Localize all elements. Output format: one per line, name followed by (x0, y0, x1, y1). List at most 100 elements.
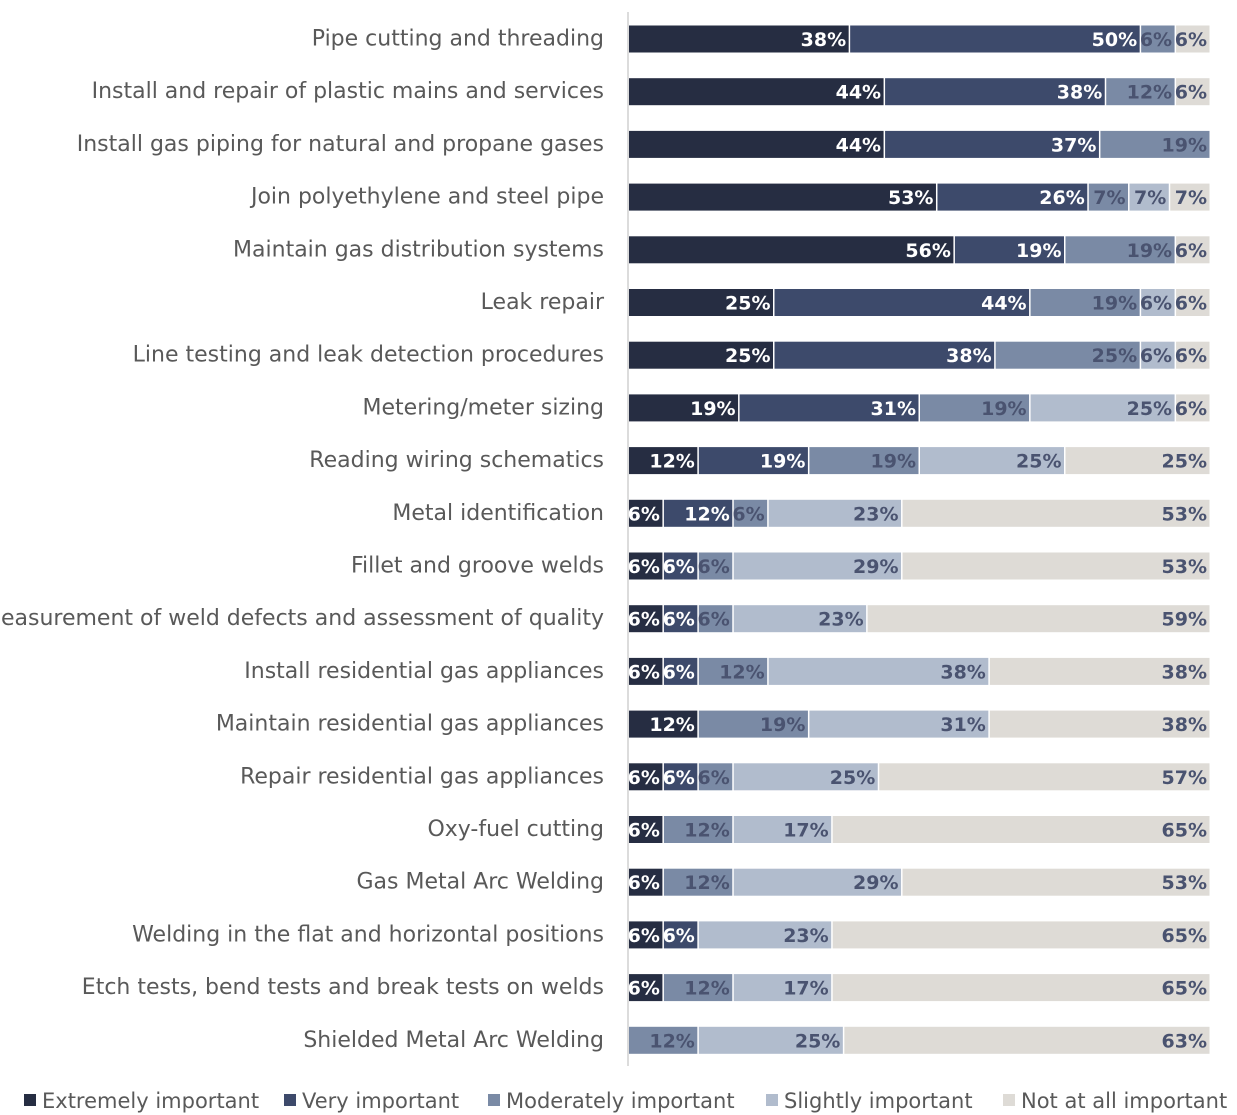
data-label: 26% (1039, 187, 1084, 209)
bar-segment (920, 394, 1030, 422)
data-label: 25% (725, 293, 770, 315)
value-labels: 38% 50% 6% 6%44% 38% 12% 6%44% 37% 19%53% 26% 7% 7%… (628, 29, 1207, 1052)
data-label: 38% (946, 345, 991, 367)
data-label: 19% (871, 451, 916, 473)
data-label: 7% (1093, 187, 1125, 209)
bar-segment (629, 763, 663, 791)
data-label: 12% (684, 820, 729, 842)
bar-segment (698, 447, 808, 475)
category-label: Install and repair of plastic mains and … (92, 79, 604, 104)
bar-segment (902, 499, 1210, 527)
data-label: 6% (732, 503, 764, 525)
bar-segment (832, 816, 1210, 843)
bar-segment (832, 921, 1210, 949)
category-label: Etch tests, bend tests and break tests o… (82, 975, 604, 1000)
category-label: Oxy-fuel cutting (427, 817, 604, 842)
data-label: 25% (1016, 451, 1061, 473)
legend-swatch (488, 1094, 500, 1106)
data-label: 12% (684, 872, 729, 894)
data-label: 31% (871, 398, 916, 420)
bar-segment (920, 447, 1064, 475)
bar-segment (902, 868, 1210, 896)
bar-segment (1065, 236, 1175, 264)
bar-segment (739, 394, 919, 422)
category-label: Gas Metal Arc Welding (356, 870, 604, 895)
category-label: Repair residential gas appliances (240, 764, 604, 789)
bar-segment (629, 394, 739, 422)
bar-segment (733, 763, 878, 791)
data-label: 6% (628, 556, 660, 578)
legend-label: Slightly important (784, 1089, 973, 1113)
data-label: 12% (684, 978, 729, 1000)
legend-swatch (24, 1094, 36, 1106)
bar-segment (698, 552, 733, 580)
data-label: 12% (649, 451, 694, 473)
data-label: 65% (1162, 925, 1207, 947)
data-label: 6% (628, 925, 660, 947)
bar-segment (1176, 236, 1210, 264)
bar-segment (698, 1026, 843, 1054)
data-label: 6% (1140, 293, 1172, 315)
bar-segment (1129, 183, 1169, 211)
category-label: Metal identification (392, 501, 604, 526)
data-label: 31% (940, 714, 985, 736)
category-label: Metering/meter sizing (363, 395, 604, 420)
bar-segment (809, 447, 919, 475)
bar-segment (733, 816, 832, 843)
bar-segment (867, 605, 1210, 633)
data-label: 6% (663, 925, 695, 947)
data-label: 25% (725, 345, 770, 367)
bar-segment (629, 921, 663, 949)
data-label: 63% (1162, 1030, 1207, 1052)
bar-segment (629, 236, 954, 264)
category-label: Reading wiring schematics (309, 448, 604, 473)
bar-segment (954, 236, 1064, 264)
data-label: 23% (853, 503, 898, 525)
data-label: 25% (1162, 451, 1207, 473)
bar-segment (1088, 183, 1129, 211)
data-label: 12% (649, 714, 694, 736)
data-label: 25% (1092, 345, 1137, 367)
bar-segment (629, 816, 663, 843)
bar-segment (1100, 130, 1210, 158)
bar-segment (733, 974, 832, 1002)
bar-segment (1141, 289, 1175, 316)
data-label: 6% (697, 609, 729, 631)
bar-segment (663, 868, 733, 896)
legend-swatch (1003, 1094, 1015, 1106)
category-label: Measurement of weld defects and assessme… (0, 606, 604, 631)
legend-swatch (766, 1094, 778, 1106)
data-label: 25% (830, 767, 875, 789)
bar-segment (629, 289, 773, 316)
bar-segment (629, 710, 698, 738)
bar-segment (629, 1026, 698, 1054)
bar-segment (629, 499, 663, 527)
data-label: 59% (1162, 609, 1207, 631)
bar-segment (1030, 394, 1175, 422)
data-label: 38% (1057, 82, 1102, 104)
bar-segment (1176, 394, 1210, 422)
bar-segment (1176, 78, 1210, 106)
category-label: Join polyethylene and steel pipe (249, 185, 604, 210)
data-label: 12% (684, 503, 729, 525)
category-label: Install residential gas appliances (244, 659, 604, 684)
bar-segment (768, 499, 902, 527)
bar-segment (1176, 341, 1210, 369)
data-label: 23% (818, 609, 863, 631)
bar-segment (698, 763, 733, 791)
bar-segment (832, 974, 1210, 1002)
data-label: 57% (1162, 767, 1207, 789)
bar-segment (1176, 25, 1210, 53)
data-label: 6% (1175, 345, 1207, 367)
bar-segment (663, 499, 733, 527)
data-label: 53% (888, 187, 933, 209)
bar-segment (885, 78, 1105, 106)
data-label: 19% (1092, 293, 1137, 315)
category-label: Maintain residential gas appliances (216, 712, 604, 737)
data-label: 17% (783, 820, 828, 842)
bar-segment (1065, 447, 1210, 475)
data-label: 25% (795, 1030, 840, 1052)
data-label: 6% (628, 503, 660, 525)
bar-segment (663, 921, 698, 949)
